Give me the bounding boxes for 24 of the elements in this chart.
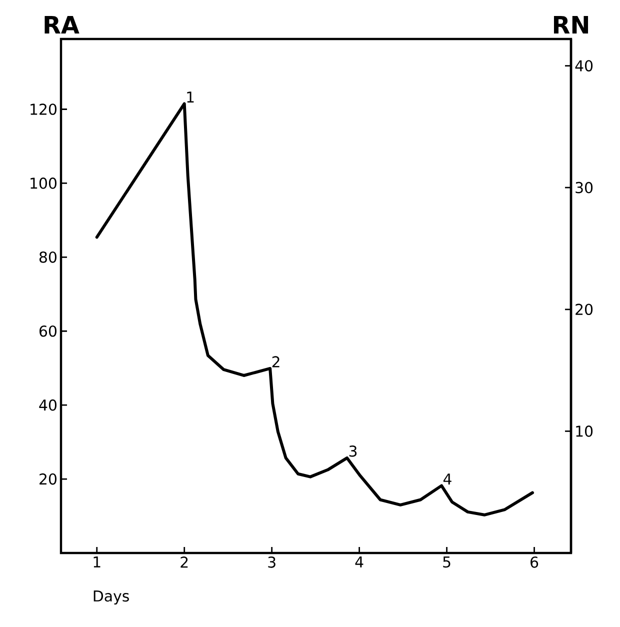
y2-tick-label: 20	[576, 304, 593, 316]
x-tick-label: 6	[530, 556, 538, 568]
x-tick-label: 1	[94, 556, 100, 568]
x-tick-label: 5	[443, 556, 450, 568]
annotation: 1	[187, 92, 194, 103]
x-axis-title: Days	[94, 590, 129, 605]
y2-tick-label: 40	[575, 60, 593, 72]
y-tick-label: 40	[39, 399, 56, 411]
annotation: 4	[443, 474, 452, 484]
x-tick-label: 4	[355, 556, 364, 568]
line-series	[95, 102, 534, 516]
x-tick-label: 2	[180, 556, 188, 568]
y-tick-label: 120	[30, 104, 56, 115]
y-tick-label: 20	[40, 473, 56, 485]
y-tick-label: 80	[39, 252, 56, 263]
y-axis-title: RA	[44, 16, 80, 34]
annotation: 2	[272, 356, 280, 368]
y-tick-label: 100	[30, 178, 56, 189]
y2-tick-label: 10	[576, 426, 593, 437]
annotation: 3	[349, 445, 357, 457]
x-tick-label: 3	[268, 556, 276, 568]
y2-axis-title: RN	[554, 16, 588, 34]
y2-tick-label: 30	[576, 182, 593, 194]
y-tick-label: 60	[40, 325, 56, 337]
